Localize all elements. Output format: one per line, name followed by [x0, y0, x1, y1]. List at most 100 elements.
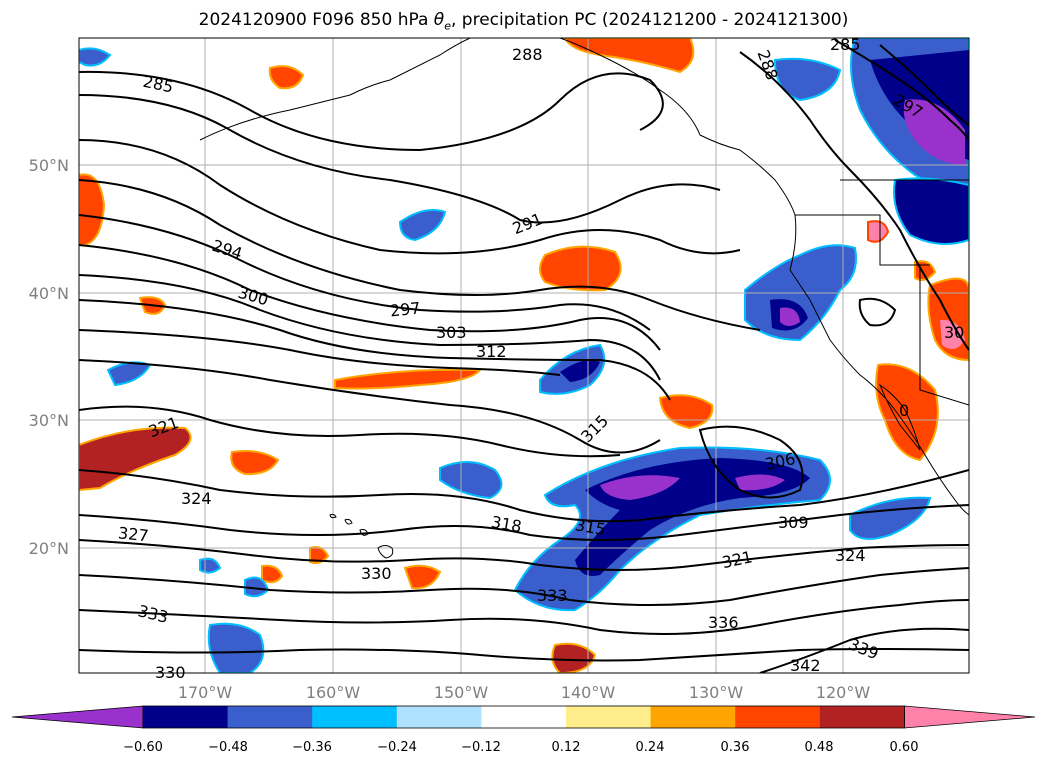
- precip-positive-area: [875, 363, 939, 462]
- colorbar-tick-label: −0.36: [292, 740, 332, 755]
- contour-line: [79, 94, 721, 224]
- theta-e-contours: [79, 39, 969, 673]
- colorbar-tick-label: −0.48: [208, 740, 248, 755]
- contour-line: [79, 214, 651, 331]
- lon-label: 120°W: [816, 683, 871, 702]
- precip-negative-area: [903, 99, 965, 165]
- contour-line: [79, 504, 969, 541]
- precip-positive-area: [940, 319, 965, 349]
- precip-positive-area: [261, 564, 284, 584]
- lat-label: 20°N: [29, 539, 69, 558]
- lon-label: 170°W: [178, 683, 233, 702]
- colorbar-tick-label: 0.24: [636, 740, 665, 755]
- alaska-coastline: [559, 38, 797, 271]
- contour-label: 330: [361, 564, 392, 583]
- state-border: [919, 265, 969, 406]
- contour-line: [79, 567, 969, 606]
- precip-positive-area: [79, 426, 192, 492]
- contour-labels: 285 288 288 285 297 291 294 300 297 303 …: [117, 35, 964, 682]
- contour-label: 327: [117, 523, 149, 545]
- colorbar-swatch: [735, 706, 821, 728]
- contour-line: [79, 299, 671, 401]
- contour-label: 312: [476, 342, 507, 361]
- precip-positive-area: [79, 173, 106, 246]
- colorbar-swatch: [481, 706, 567, 728]
- lon-label: 150°W: [434, 683, 489, 702]
- north-america-coastline: [789, 269, 969, 516]
- colorbar-swatch: [819, 706, 905, 728]
- precip-positive-area: [309, 546, 330, 565]
- colorbar-swatch: [566, 706, 652, 728]
- contour-line: [739, 51, 969, 351]
- contour-line: [79, 274, 661, 381]
- contour-line: [79, 139, 741, 255]
- colorbar-tick-label: 0.48: [805, 740, 834, 755]
- contour-line: [79, 359, 661, 454]
- contour-label: 285: [830, 35, 861, 54]
- contour-line: [79, 599, 969, 635]
- hawaii-island: [377, 545, 394, 559]
- contour-label: 324: [835, 546, 866, 565]
- coastlines: [199, 38, 969, 559]
- colorbar-frame: [142, 705, 905, 729]
- lat-label: 50°N: [29, 156, 69, 175]
- hawaii-island: [329, 513, 337, 519]
- title-var-sub: e: [444, 19, 451, 33]
- colorbar-tick-label: −0.60: [123, 740, 163, 755]
- lon-label: 160°W: [306, 683, 361, 702]
- contour-label: 324: [181, 489, 212, 508]
- title-var-symbol: θ: [433, 10, 445, 30]
- contour-line: [698, 425, 804, 499]
- map-title: 2024120900 F096 850 hPa θe, precipitatio…: [0, 10, 1047, 32]
- map-background: [79, 38, 969, 673]
- contour-label: 309: [778, 513, 809, 532]
- contour-label: 336: [708, 613, 739, 632]
- title-rest: , precipitation PC (2024121200 - 2024121…: [450, 10, 849, 30]
- map-frame: [78, 37, 970, 674]
- colorbar-swatch: [312, 706, 398, 728]
- precip-positive-area: [563, 38, 695, 74]
- colorbar-tick-label: 0.12: [552, 740, 581, 755]
- colorbar-swatch: [396, 706, 482, 728]
- colorbar-ticks: −0.60 −0.48 −0.36 −0.24 −0.12 0.12 0.24 …: [123, 740, 918, 755]
- contour-label: 0: [899, 401, 909, 420]
- title-forecast: F096: [312, 10, 355, 30]
- precip-positive-area: [539, 245, 622, 292]
- contour-line: [79, 539, 969, 571]
- alaska-coastline: [199, 38, 471, 141]
- lon-labels: 170°W 160°W 150°W 140°W 130°W 120°W: [178, 683, 871, 702]
- contour-line: [834, 39, 969, 141]
- contour-label: 342: [790, 656, 821, 675]
- lat-label: 40°N: [29, 284, 69, 303]
- precip-positive-area: [334, 368, 483, 390]
- precip-positive-area: [230, 450, 280, 476]
- colorbar-swatches: [11, 705, 1036, 729]
- precip-positive-area: [268, 65, 305, 90]
- precip-positive-area: [403, 564, 442, 590]
- title-variable: θe: [433, 10, 451, 33]
- contour-label: 303: [436, 323, 467, 342]
- colorbar-swatch: [227, 706, 313, 728]
- title-run: 2024120900: [198, 10, 307, 30]
- contour-line: [879, 44, 969, 126]
- precip-negative-area: [79, 47, 112, 67]
- contour-line: [79, 469, 969, 523]
- colorbar-tick-label: 0.36: [721, 740, 750, 755]
- precip-negative-area: [780, 307, 800, 326]
- colorbar-swatch: [650, 706, 736, 728]
- contour-label: 330: [155, 663, 186, 682]
- precip-negative-area: [207, 622, 265, 673]
- contour-line: [759, 627, 969, 673]
- contour-line: [79, 244, 661, 351]
- precip-negative-area: [560, 359, 600, 382]
- lat-labels: 50°N 40°N 30°N 20°N: [29, 156, 69, 558]
- precip-negative-area: [398, 209, 447, 242]
- contour-line: [858, 297, 897, 327]
- contour-label: 30: [944, 323, 964, 342]
- hawaii-island: [344, 518, 353, 525]
- lat-label: 30°N: [29, 411, 69, 430]
- lon-label: 130°W: [689, 683, 744, 702]
- lon-label: 140°W: [561, 683, 616, 702]
- precip-negative-area: [600, 475, 680, 500]
